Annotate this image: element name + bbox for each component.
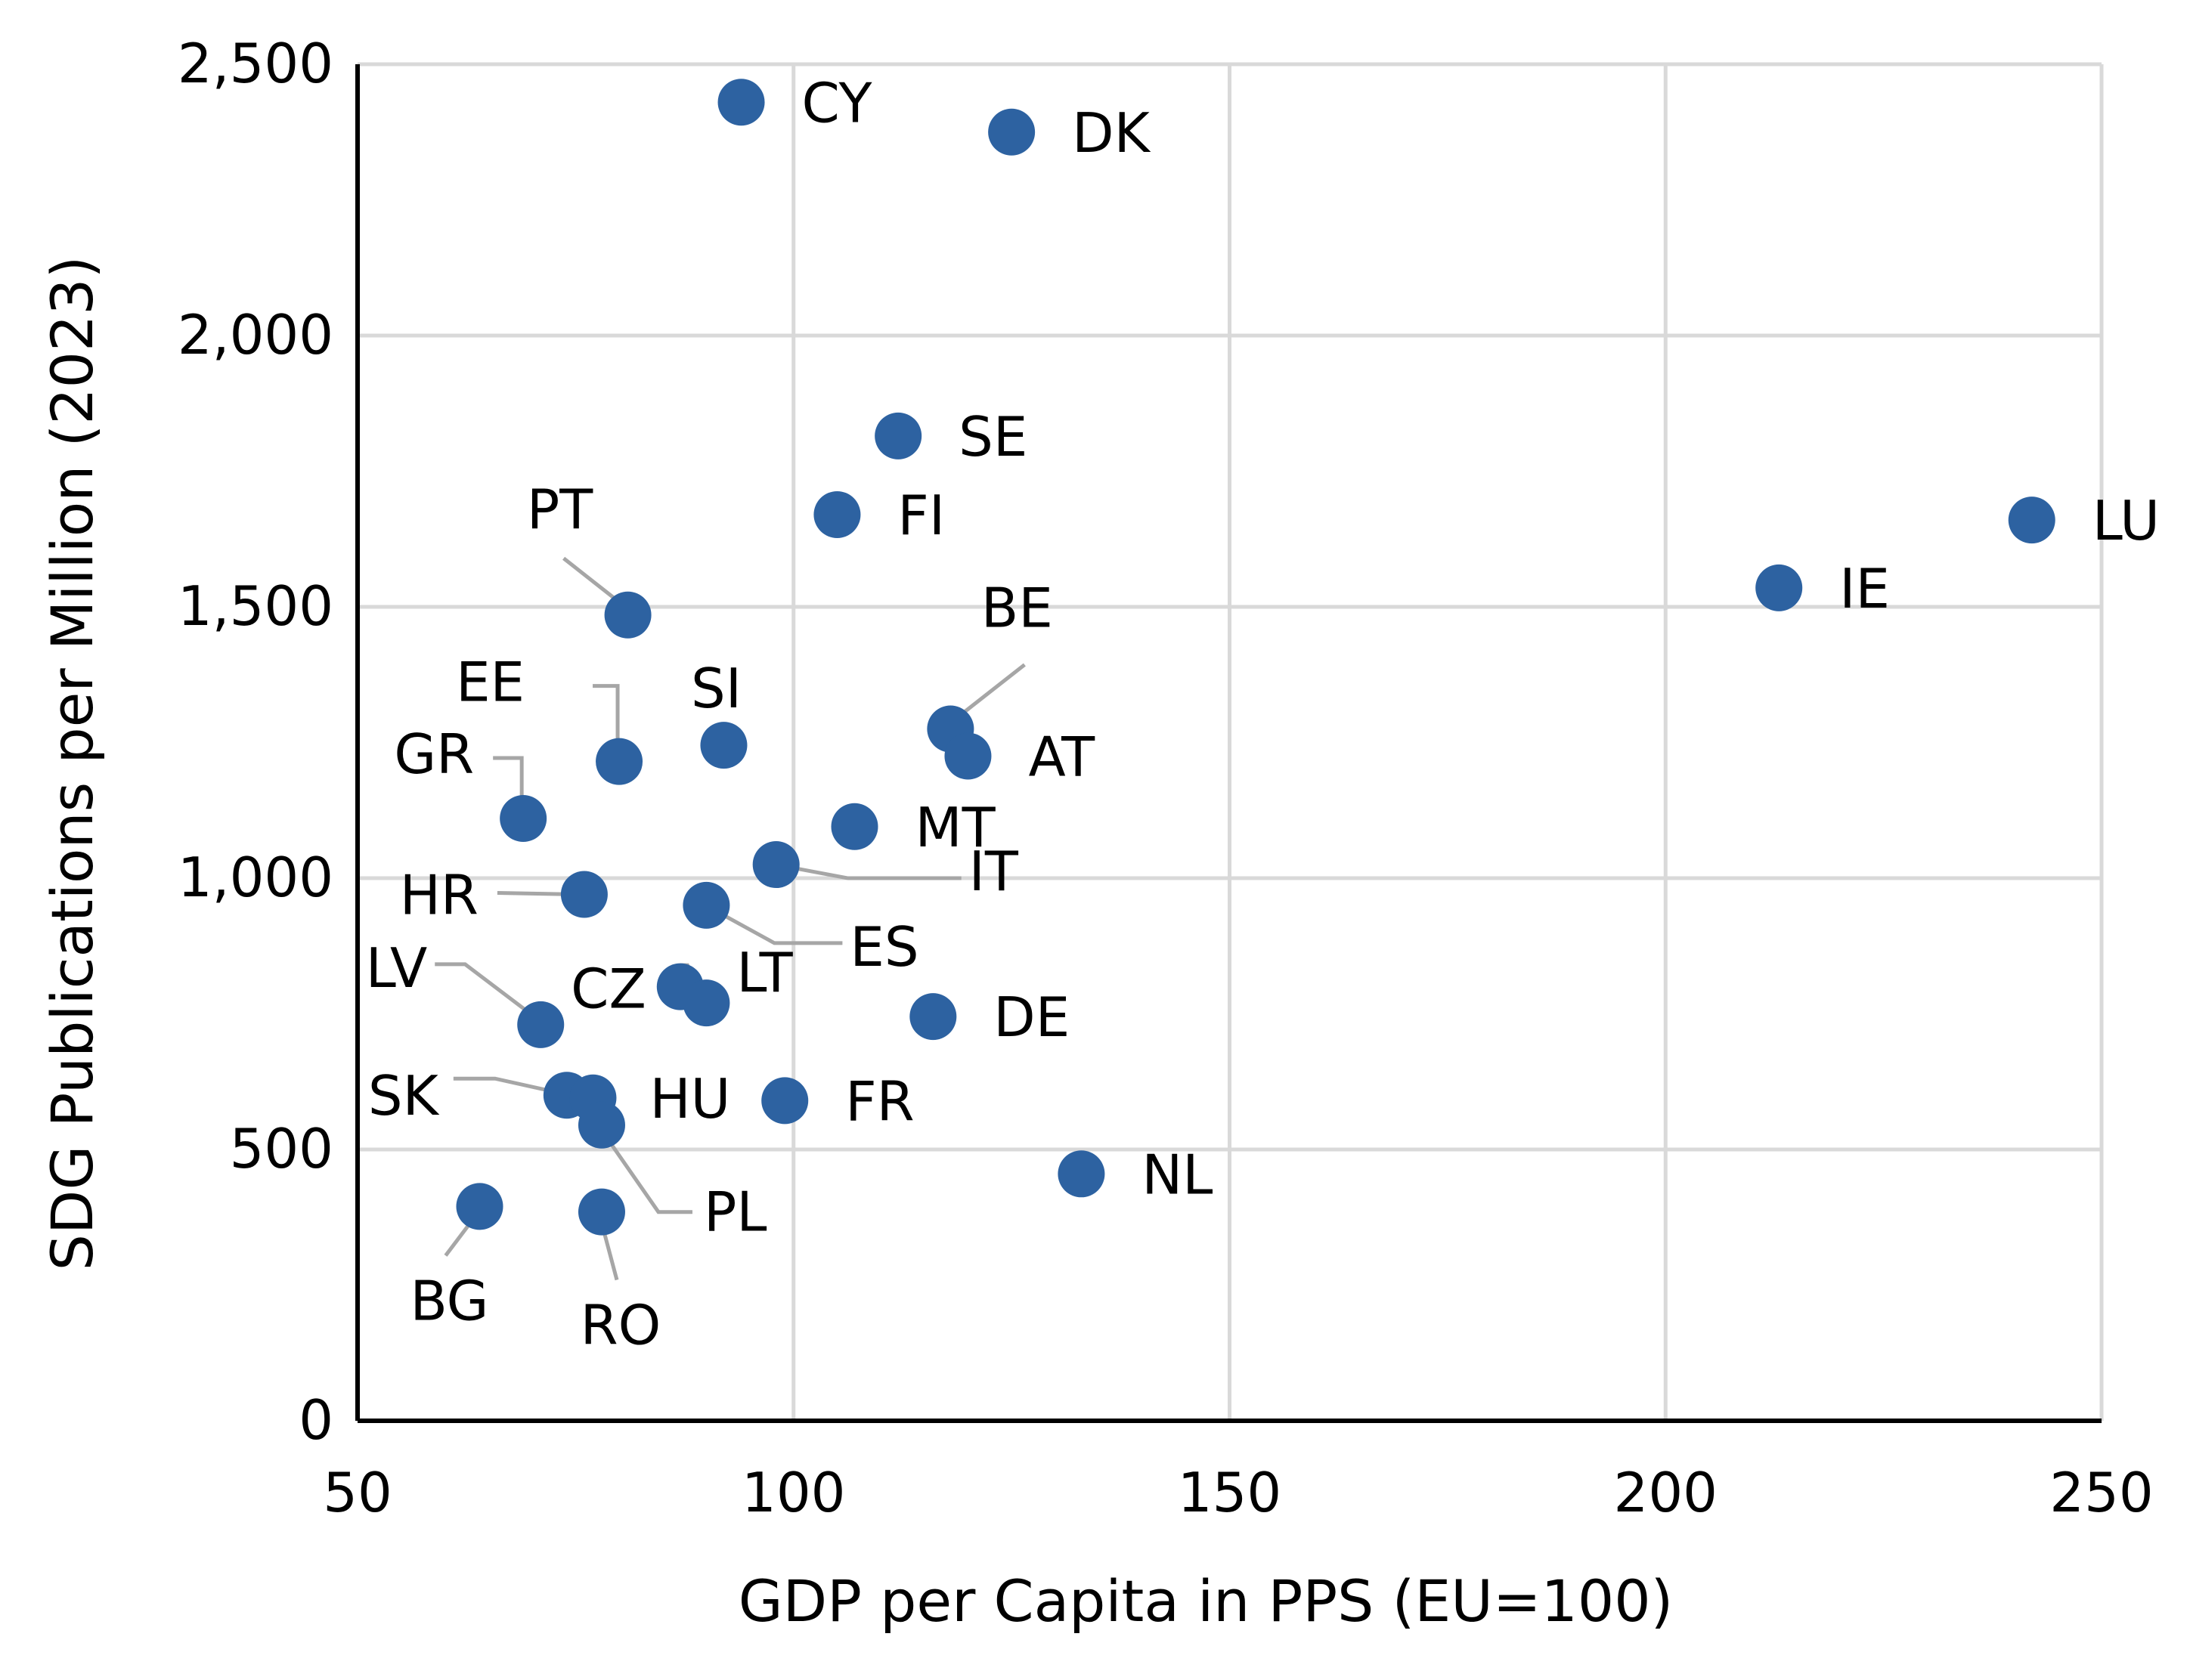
leader-line-it <box>783 864 962 880</box>
y-tick-label: 2,000 <box>178 303 333 367</box>
x-axis-title: GDP per Capita in PPS (EU=100) <box>739 1567 1674 1635</box>
data-point-gr <box>500 795 547 843</box>
data-point-cy <box>717 79 765 126</box>
data-point-pl <box>578 1101 625 1149</box>
leader-line-es <box>713 908 843 945</box>
x-tick-label: 150 <box>1178 1461 1281 1524</box>
point-label-lt: LT <box>736 941 793 1004</box>
y-tick-label: 500 <box>230 1117 333 1180</box>
point-label-se: SE <box>959 405 1027 469</box>
data-point-se <box>875 412 922 459</box>
point-label-nl: NL <box>1141 1143 1213 1206</box>
data-point-es <box>683 881 730 929</box>
data-point-si <box>700 722 748 769</box>
data-point-lv <box>517 1001 565 1048</box>
point-label-ie: IE <box>1839 557 1890 620</box>
point-label-bg: BG <box>410 1269 489 1332</box>
leader-line-pl <box>601 1131 692 1214</box>
point-label-dk: DK <box>1072 101 1151 165</box>
point-label-si: SI <box>691 657 742 720</box>
point-label-ro: RO <box>581 1294 661 1357</box>
data-point-mt <box>831 803 878 850</box>
data-point-pt <box>604 591 652 639</box>
point-label-be: BE <box>981 577 1053 640</box>
data-point-ro <box>578 1188 625 1236</box>
point-label-at: AT <box>1028 725 1095 788</box>
y-tick-label: 0 <box>299 1388 333 1452</box>
point-label-cy: CY <box>802 71 873 135</box>
data-point-ie <box>1755 564 1803 611</box>
data-point-de <box>909 993 957 1041</box>
axis-layer: 0 500 1,000 1,500 2,000 2,500 50 100 150 200 250 <box>178 32 2154 1524</box>
y-tick-label: 1,500 <box>178 574 333 638</box>
data-point-ee <box>596 738 643 785</box>
leader-line-gr <box>493 756 524 810</box>
data-point-lu <box>2008 497 2055 544</box>
point-label-mt: MT <box>915 796 996 859</box>
point-label-es: ES <box>850 915 918 979</box>
point-layer <box>456 79 2055 1236</box>
point-label-lv: LV <box>366 936 427 1000</box>
x-tick-label: 50 <box>323 1461 392 1524</box>
data-point-fr <box>761 1077 809 1125</box>
point-label-lu: LU <box>2092 489 2160 552</box>
x-tick-label: 250 <box>2049 1461 2153 1524</box>
y-tick-label: 2,500 <box>178 32 333 95</box>
point-label-cz: CZ <box>571 958 646 1021</box>
point-label-it: IT <box>969 840 1019 903</box>
point-label-hu: HU <box>649 1067 730 1131</box>
data-point-at <box>944 732 992 780</box>
y-axis-title: SDG Publications per Million (2023) <box>39 256 106 1271</box>
x-tick-label: 100 <box>742 1461 845 1524</box>
leader-line-lv <box>435 962 538 1020</box>
y-tick-label: 1,000 <box>178 846 333 909</box>
point-label-fi: FI <box>897 484 945 547</box>
data-point-lt <box>683 979 730 1027</box>
data-point-hr <box>560 871 608 918</box>
x-tick-label: 200 <box>1614 1461 1718 1524</box>
point-label-sk: SK <box>368 1064 440 1128</box>
leader-line-be <box>953 663 1026 722</box>
point-label-hr: HR <box>400 864 479 927</box>
leader-line-sk <box>453 1076 564 1096</box>
data-point-nl <box>1058 1150 1105 1198</box>
data-point-fi <box>813 490 861 538</box>
data-point-dk <box>988 108 1036 156</box>
data-point-it <box>752 841 800 889</box>
point-label-fr: FR <box>845 1069 914 1133</box>
point-label-ee: EE <box>456 651 525 714</box>
point-label-gr: GR <box>394 722 474 786</box>
data-point-bg <box>456 1183 503 1230</box>
point-label-pt: PT <box>527 478 593 541</box>
point-label-pl: PL <box>704 1180 767 1244</box>
leader-line-ee <box>593 684 620 750</box>
point-label-de: DE <box>993 985 1070 1049</box>
